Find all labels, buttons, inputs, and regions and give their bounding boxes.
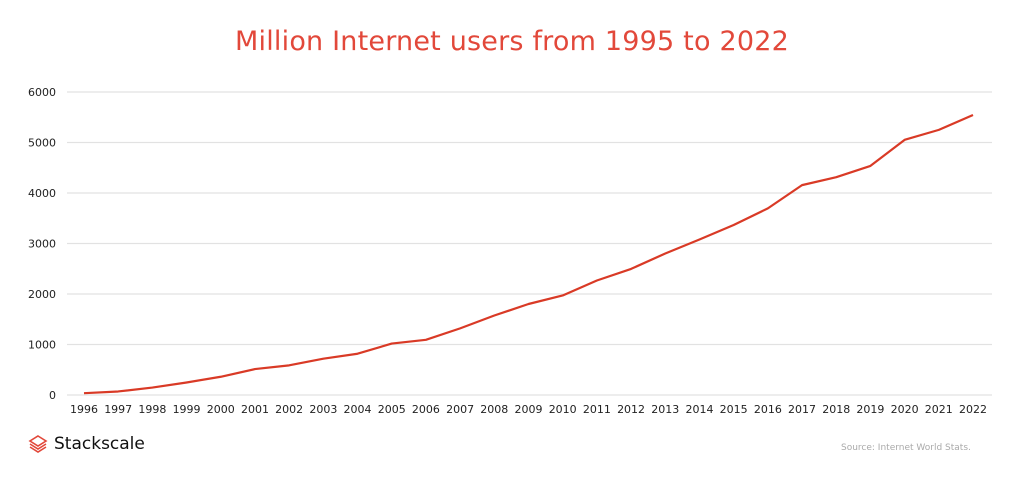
- y-tick-label: 0: [49, 389, 56, 402]
- x-tick-label: 2018: [822, 403, 850, 416]
- x-tick-label: 2011: [583, 403, 611, 416]
- x-tick-label: 2005: [378, 403, 406, 416]
- x-tick-label: 2016: [754, 403, 782, 416]
- y-tick-label: 6000: [28, 86, 56, 99]
- x-tick-label: 2001: [241, 403, 269, 416]
- x-tick-label: 2006: [412, 403, 440, 416]
- y-tick-label: 4000: [28, 187, 56, 200]
- series-line: [83, 114, 974, 395]
- source-note: Source: Internet World Stats.: [841, 443, 971, 453]
- x-tick-label: 2015: [720, 403, 748, 416]
- stackscale-logo-icon: [28, 435, 48, 453]
- brand-logo: Stackscale: [28, 434, 145, 454]
- x-tick-label: 2008: [480, 403, 508, 416]
- x-tick-label: 2012: [617, 403, 645, 416]
- x-tick-label: 2017: [788, 403, 816, 416]
- x-tick-label: 2022: [959, 403, 987, 416]
- x-tick-label: 1998: [138, 403, 166, 416]
- x-tick-label: 1996: [70, 403, 98, 416]
- x-tick-label: 2010: [549, 403, 577, 416]
- brand-name: Stackscale: [54, 434, 145, 454]
- x-tick-label: 2004: [344, 403, 372, 416]
- x-tick-label: 2020: [891, 403, 919, 416]
- y-tick-label: 5000: [28, 137, 56, 150]
- chart-title: Million Internet users from 1995 to 2022: [235, 26, 789, 57]
- x-tick-label: 2002: [275, 403, 303, 416]
- x-tick-label: 2021: [925, 403, 953, 416]
- x-tick-label: 2009: [515, 403, 543, 416]
- x-tick-label: 2000: [207, 403, 235, 416]
- y-tick-label: 1000: [28, 339, 56, 352]
- x-tick-label: 2014: [685, 403, 713, 416]
- y-tick-label: 3000: [28, 238, 56, 251]
- y-tick-label: 2000: [28, 288, 56, 301]
- x-tick-label: 2019: [856, 403, 884, 416]
- x-tick-label: 2007: [446, 403, 474, 416]
- x-tick-label: 2003: [309, 403, 337, 416]
- x-tick-label: 1997: [104, 403, 132, 416]
- x-tick-label: 1999: [173, 403, 201, 416]
- x-tick-label: 2013: [651, 403, 679, 416]
